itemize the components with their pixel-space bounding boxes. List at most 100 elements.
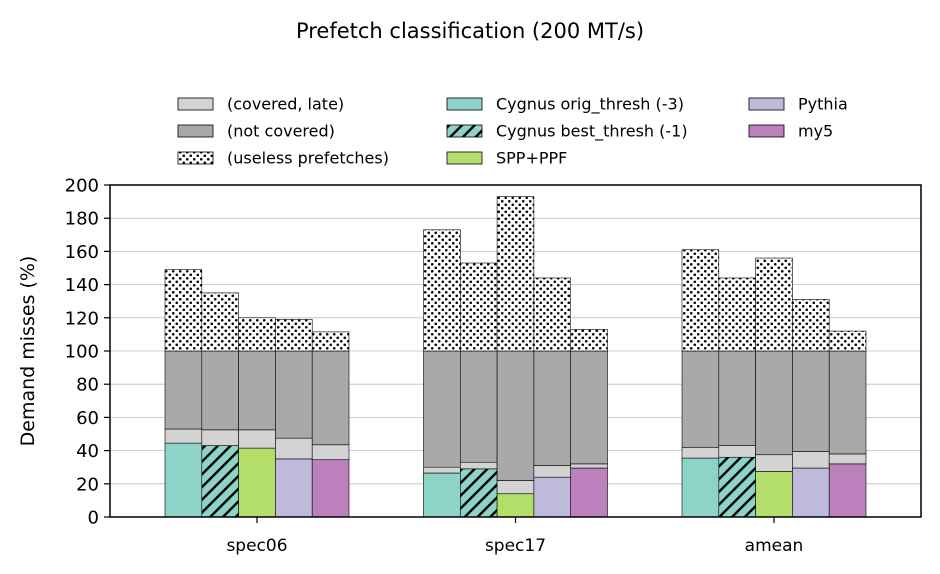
y-tick-label: 60 bbox=[76, 408, 99, 429]
bar-segment-not-covered bbox=[828, 350, 867, 455]
legend-entry: (covered, late) bbox=[177, 95, 344, 114]
bar-segment-not-covered bbox=[164, 350, 203, 430]
bar-segment-covered-late bbox=[828, 453, 867, 465]
y-tick-label: 40 bbox=[76, 441, 99, 462]
legend-swatch bbox=[748, 97, 785, 111]
y-tick-label: 100 bbox=[65, 342, 99, 363]
legend-label: my5 bbox=[798, 122, 833, 141]
legend-label: (useless prefetches) bbox=[227, 149, 389, 168]
bar-segment-useless-prefetches bbox=[681, 249, 720, 352]
bar-segment-covered-late bbox=[570, 463, 608, 469]
bar-segment-covered bbox=[681, 457, 720, 518]
bar-segment-covered bbox=[238, 447, 276, 518]
bar-segment-not-covered bbox=[496, 350, 535, 481]
bar-segment-covered-late bbox=[718, 445, 756, 458]
y-tick-label: 80 bbox=[76, 375, 99, 396]
bar-segment-covered bbox=[755, 471, 793, 518]
legend-swatch bbox=[177, 124, 214, 138]
bar-segment-covered bbox=[201, 445, 239, 518]
bar-segment-covered-late bbox=[496, 480, 535, 495]
legend-label: (not covered) bbox=[227, 122, 335, 141]
bar-segment-useless-prefetches bbox=[718, 277, 756, 352]
legend-swatch bbox=[446, 124, 483, 138]
legend-swatch bbox=[177, 151, 214, 165]
y-tick-label: 180 bbox=[65, 209, 99, 230]
legend-label: Cygnus orig_thresh (-3) bbox=[496, 95, 684, 115]
bar-segment-useless-prefetches bbox=[275, 319, 313, 352]
legend-entry: my5 bbox=[748, 122, 833, 141]
bar-segment-useless-prefetches bbox=[423, 229, 461, 352]
legend-label: Cygnus best_thresh (-1) bbox=[496, 122, 688, 142]
bar-segment-not-covered bbox=[792, 350, 830, 452]
legend: (covered, late) (not covered) (useless pre… bbox=[177, 95, 848, 168]
bar-group-spec17 bbox=[423, 196, 608, 518]
bar-segment-covered bbox=[459, 468, 498, 518]
x-tick-label: spec17 bbox=[485, 536, 546, 556]
bar-segment-covered bbox=[570, 467, 608, 518]
bar-segment-covered bbox=[533, 476, 572, 518]
bar-segment-useless-prefetches bbox=[792, 299, 830, 352]
bar-segment-not-covered bbox=[423, 350, 461, 468]
bar-segment-not-covered bbox=[311, 350, 350, 446]
bar-segment-covered-late bbox=[755, 454, 793, 472]
bar-segment-not-covered bbox=[238, 350, 276, 431]
bar-segment-useless-prefetches bbox=[570, 329, 608, 352]
bar-segment-covered-late bbox=[533, 465, 572, 478]
y-tick-label: 0 bbox=[88, 508, 99, 529]
bar-segment-covered bbox=[828, 463, 867, 518]
bars bbox=[164, 196, 867, 518]
legend-entry: Cygnus orig_thresh (-3) bbox=[446, 95, 684, 115]
bar-segment-covered bbox=[275, 458, 313, 518]
y-tick-label: 20 bbox=[76, 474, 99, 495]
bar-segment-covered bbox=[164, 442, 203, 518]
y-tick-label: 140 bbox=[65, 275, 99, 296]
legend-entry: (useless prefetches) bbox=[177, 149, 389, 168]
bar-segment-not-covered bbox=[718, 350, 756, 446]
bar-segment-not-covered bbox=[459, 350, 498, 463]
bar-segment-useless-prefetches bbox=[201, 292, 239, 352]
y-axis: 0 20 40 60 80 100 120 140 160 180 200 bbox=[65, 176, 110, 529]
bar-segment-not-covered bbox=[275, 350, 313, 439]
bar-segment-useless-prefetches bbox=[459, 262, 498, 352]
bar-segment-useless-prefetches bbox=[311, 331, 350, 352]
bar-segment-useless-prefetches bbox=[238, 317, 276, 352]
y-tick-label: 120 bbox=[65, 308, 99, 329]
bar-segment-covered bbox=[423, 472, 461, 518]
legend-entry: SPP+PPF bbox=[446, 149, 567, 168]
y-tick-label: 200 bbox=[65, 176, 99, 197]
x-tick-label: amean bbox=[745, 536, 804, 556]
legend-label: (covered, late) bbox=[227, 95, 344, 114]
bar-segment-useless-prefetches bbox=[755, 257, 793, 352]
bar-group-spec06 bbox=[164, 269, 350, 518]
bar-segment-useless-prefetches bbox=[164, 269, 203, 352]
bar-segment-covered bbox=[718, 456, 756, 518]
legend-entry: Pythia bbox=[748, 95, 848, 114]
legend-swatch bbox=[446, 151, 483, 165]
bar-segment-covered-late bbox=[423, 466, 461, 474]
y-axis-label: Demand misses (%) bbox=[17, 256, 39, 447]
x-tick-label: spec06 bbox=[226, 536, 287, 556]
legend-swatch bbox=[177, 97, 214, 111]
bar-segment-covered bbox=[496, 493, 535, 518]
bar-segment-useless-prefetches bbox=[496, 196, 535, 352]
legend-entry: Cygnus best_thresh (-1) bbox=[446, 122, 688, 142]
bar-group-amean bbox=[681, 249, 867, 518]
legend-label: SPP+PPF bbox=[496, 149, 567, 168]
bar-segment-covered-late bbox=[238, 429, 276, 449]
bar-segment-not-covered bbox=[681, 350, 720, 448]
bar-segment-covered-late bbox=[164, 428, 203, 444]
bar-segment-covered bbox=[311, 459, 350, 518]
legend-swatch bbox=[748, 124, 785, 138]
bar-segment-covered-late bbox=[459, 461, 498, 470]
bar-segment-useless-prefetches bbox=[533, 277, 572, 352]
legend-swatch bbox=[446, 97, 483, 111]
legend-label: Pythia bbox=[798, 95, 848, 114]
bar-segment-not-covered bbox=[533, 350, 572, 466]
bar-segment-covered-late bbox=[681, 446, 720, 459]
legend-entry: (not covered) bbox=[177, 122, 335, 141]
bar-segment-covered-late bbox=[792, 451, 830, 469]
x-axis: spec06 spec17 amean bbox=[226, 517, 803, 556]
chart-title: Prefetch classification (200 MT/s) bbox=[296, 19, 644, 43]
bar-segment-not-covered bbox=[201, 350, 239, 431]
